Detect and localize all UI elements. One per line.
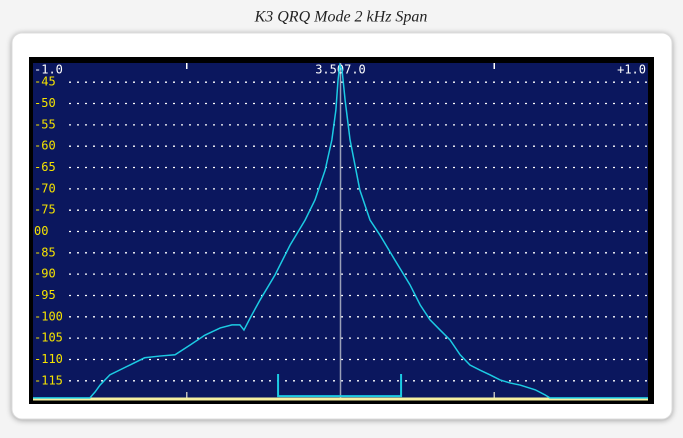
y-tick-label: -110: [34, 352, 63, 366]
y-tick-label: -100: [34, 309, 63, 323]
y-tick-label: -45: [34, 75, 56, 89]
y-tick-label: -105: [34, 331, 63, 345]
y-tick-label: -65: [34, 160, 56, 174]
y-tick-label: -115: [34, 373, 63, 387]
x-tick-label: -1.0: [34, 63, 63, 77]
y-tick-label: -60: [34, 139, 56, 153]
y-tick-label: -70: [34, 181, 56, 195]
spectrum-trace: [33, 62, 648, 399]
y-tick-label: -55: [34, 117, 56, 131]
x-tick-label: +1.0: [617, 63, 646, 77]
y-tick-label: -50: [34, 96, 56, 110]
chart-title: K3 QRQ Mode 2 kHz Span: [254, 9, 428, 26]
y-tick-label: -75: [34, 203, 56, 217]
y-tick-label: -95: [34, 288, 56, 302]
x-tick-label: 3.507.0: [315, 63, 366, 77]
y-tick-label: -85: [34, 245, 56, 259]
passband-bracket: [277, 373, 403, 398]
y-tick-label: -90: [34, 267, 56, 281]
y-tick-label: 00: [34, 224, 48, 238]
